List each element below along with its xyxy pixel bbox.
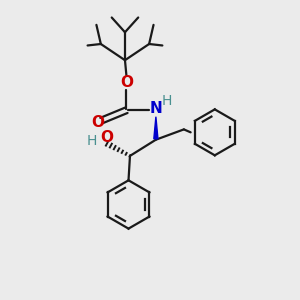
Text: O: O [92,116,104,130]
Text: O: O [100,130,113,145]
Polygon shape [154,117,158,139]
Text: H: H [86,134,97,148]
Text: O: O [120,75,133,90]
Text: H: H [162,94,172,108]
Text: N: N [149,101,162,116]
